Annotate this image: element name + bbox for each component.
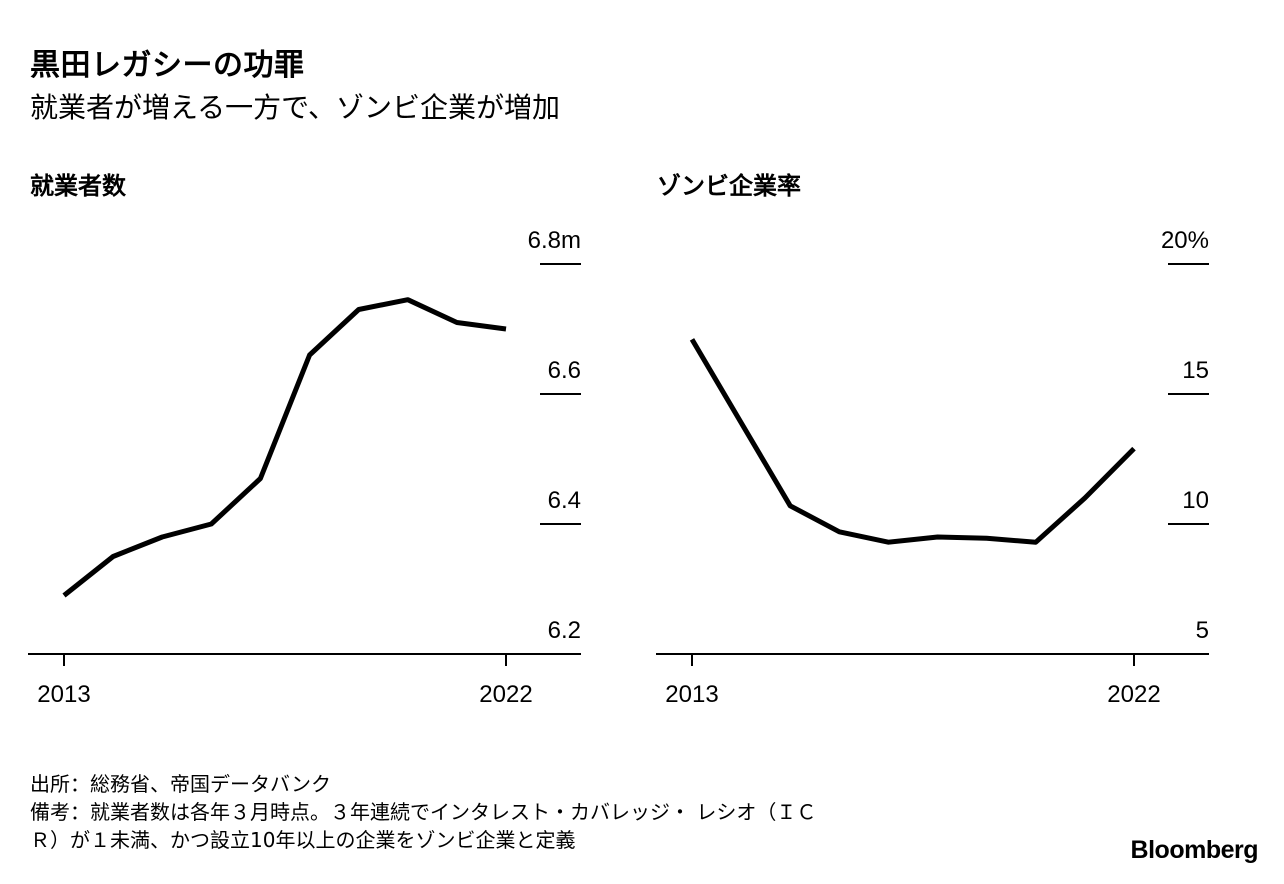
y-tick-label: 6.2 — [548, 617, 581, 644]
bloomberg-logo: Bloomberg — [1130, 836, 1259, 864]
source-note: 出所：総務省、帝国データバンク — [30, 772, 331, 796]
y-tick-label: 6.6 — [548, 357, 581, 384]
definition-note-line1: 備考：就業者数は各年３月時点。３年連続でインタレスト・カバレッジ・ レシオ（ＩＣ — [30, 800, 817, 824]
y-tick-label: 10 — [1182, 487, 1209, 514]
y-tick-label: 20% — [1161, 227, 1209, 254]
definition-note-line2: Ｒ）が１未満、かつ設立10年以上の企業をゾンビ企業と定義 — [30, 828, 576, 852]
y-tick-label: 6.8m — [528, 227, 581, 254]
series-line — [689, 338, 1136, 545]
chart-title-zombie: ゾンビ企業率 — [657, 172, 801, 200]
employment-line-chart: 6.2 6.4 6.6 6.8m 2013 2022 — [28, 227, 581, 708]
zombie-rate-line-chart: 5 10 15 20% 2013 2022 — [656, 227, 1209, 708]
footnote: 出所：総務省、帝国データバンク 備考：就業者数は各年３月時点。３年連続でインタレ… — [30, 770, 816, 854]
x-tick-label: 2022 — [1107, 681, 1160, 708]
x-tick-label: 2013 — [665, 681, 718, 708]
chart-title-employment: 就業者数 — [30, 172, 126, 200]
page-subtitle: 就業者が増える一方で、ゾンビ企業が増加 — [30, 91, 561, 124]
y-tick-label: 5 — [1196, 617, 1209, 644]
y-tick-label: 6.4 — [548, 487, 581, 514]
x-tick-label: 2013 — [37, 681, 90, 708]
page-title: 黒田レガシーの功罪 — [30, 48, 305, 83]
series-line — [62, 297, 507, 598]
x-tick-label: 2022 — [479, 681, 532, 708]
y-tick-label: 15 — [1182, 357, 1209, 384]
